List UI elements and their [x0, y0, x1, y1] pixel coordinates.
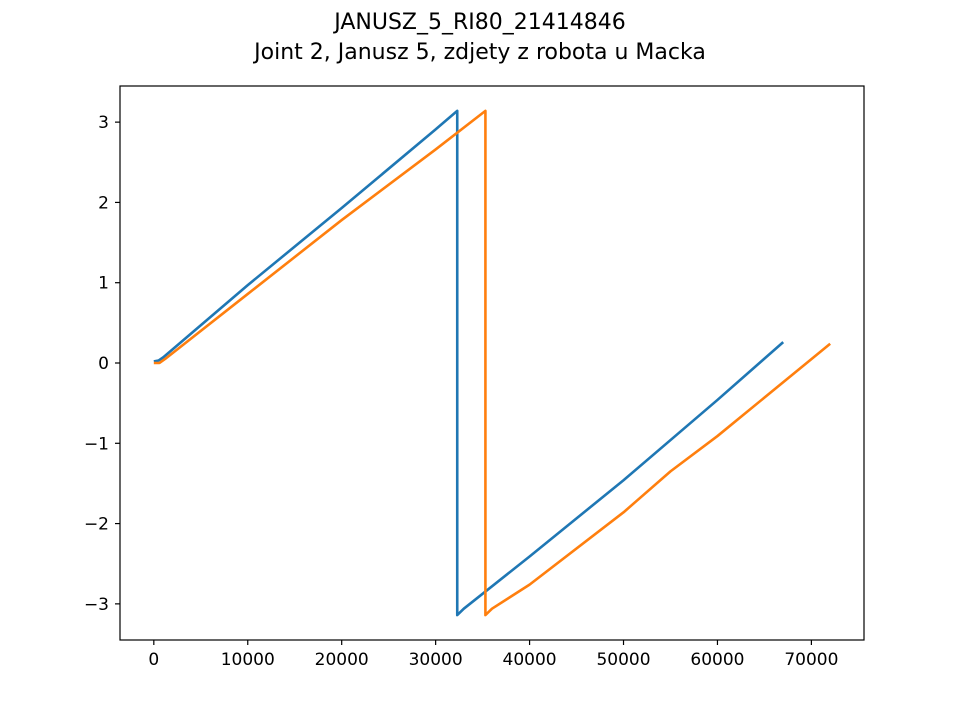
series-layer	[153, 109, 832, 617]
chart-subtitle: Joint 2, Janusz 5, zdjety z robota u Mac…	[254, 40, 706, 65]
chart-title: JANUSZ_5_RI80_21414846	[334, 10, 626, 35]
x-tick-label: 40000	[503, 650, 557, 670]
x-axis: 0 10000 20000 30000 40000 50000 60000 70000	[148, 640, 838, 670]
series-line-2	[153, 109, 832, 617]
y-tick-label: −2	[84, 515, 109, 535]
series-line-1	[153, 109, 785, 617]
axes-frame	[119, 85, 865, 641]
x-tick-label: 60000	[690, 650, 744, 670]
y-tick-label: −3	[84, 595, 109, 615]
x-tick-label: 0	[148, 650, 159, 670]
y-tick-label: −1	[84, 434, 109, 454]
y-axis: −3 −2 −1 0 1 2 3	[84, 113, 120, 615]
y-tick-label: 1	[98, 274, 109, 294]
y-tick-label: 0	[98, 354, 109, 374]
x-tick-label: 30000	[409, 650, 463, 670]
x-tick-label: 10000	[221, 650, 275, 670]
x-tick-label: 70000	[784, 650, 838, 670]
x-tick-label: 20000	[315, 650, 369, 670]
y-tick-label: 3	[98, 113, 109, 133]
x-tick-label: 50000	[596, 650, 650, 670]
y-tick-label: 2	[98, 193, 109, 213]
